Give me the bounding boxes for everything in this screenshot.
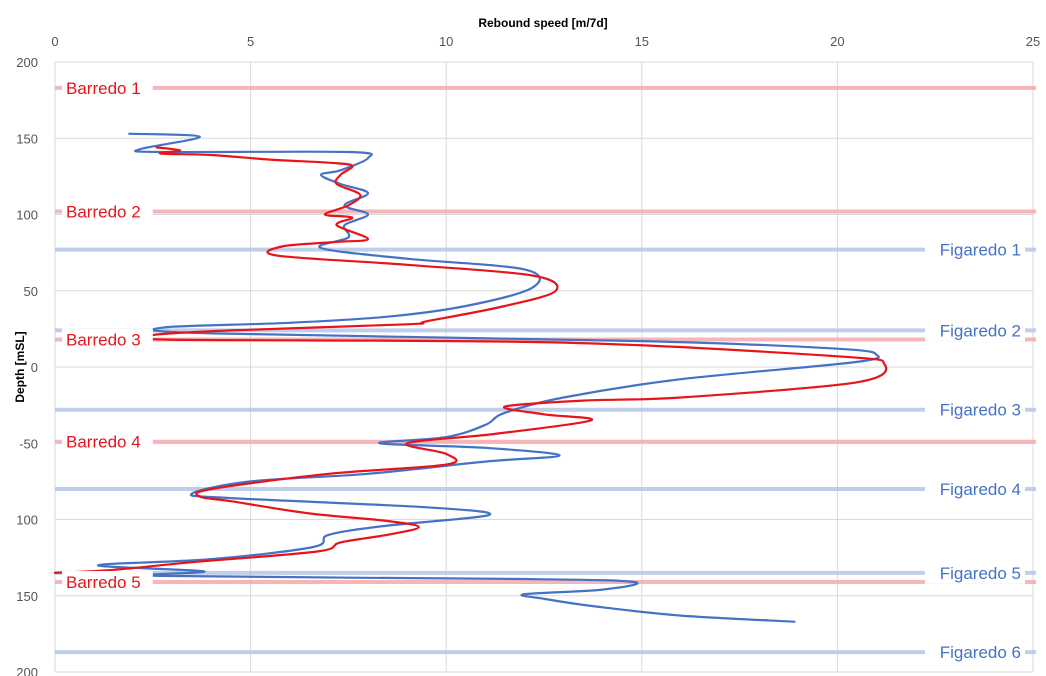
reference-level-bands — [55, 85, 1036, 655]
reference-level-label-bg — [925, 238, 1025, 261]
y-tick-label: 200 — [16, 665, 38, 676]
reference-level-label: Figaredo 1 — [940, 241, 1021, 260]
reference-level-label-bg — [925, 398, 1025, 421]
reference-level-label-bg — [925, 641, 1025, 664]
reference-level-label-bg — [925, 561, 1025, 584]
x-tick-label: 25 — [1026, 34, 1040, 49]
reference-level-label-bg — [62, 328, 153, 351]
reference-level-label: Barredo 4 — [66, 433, 141, 452]
reference-level-label: Barredo 3 — [66, 331, 141, 350]
x-tick-label: 15 — [635, 34, 649, 49]
y-tick-label: 100 — [16, 513, 38, 528]
y-tick-label: 100 — [16, 208, 38, 223]
y-tick-label: 0 — [31, 360, 38, 375]
y-tick-label: 50 — [24, 284, 38, 299]
reference-level-label: Barredo 5 — [66, 573, 141, 592]
y-tick-label: 150 — [16, 589, 38, 604]
reference-level-label: Figaredo 3 — [940, 401, 1021, 420]
reference-level-label-bg — [62, 430, 153, 453]
y-tick-label: -50 — [19, 436, 38, 451]
x-axis-title: Rebound speed [m/7d] — [478, 16, 607, 30]
y-axis-title: Depth [mSL] — [13, 331, 27, 402]
reference-level-label-bg — [62, 571, 153, 594]
reference-level-label: Barredo 1 — [66, 79, 141, 98]
y-axis-ticks: 200 150 100 50 0 -50 100 150 200 — [16, 55, 38, 676]
series-lines — [53, 132, 888, 623]
x-tick-label: 0 — [51, 34, 58, 49]
reference-level-label-bg — [62, 200, 153, 223]
reference-level-label-bg — [62, 76, 153, 99]
x-tick-label: 20 — [830, 34, 844, 49]
x-axis-ticks: 0 5 10 15 20 25 — [51, 34, 1040, 49]
reference-level-label: Figaredo 2 — [940, 321, 1021, 340]
reference-level-labels: Barredo 1 Barredo 2 Barredo 3 Barredo 4 Barr… — [62, 76, 1025, 664]
x-tick-label: 10 — [439, 34, 453, 49]
y-tick-label: 200 — [16, 55, 38, 70]
reference-level-label: Figaredo 5 — [940, 564, 1021, 583]
series-line-1 — [96, 132, 880, 623]
reference-level-label: Figaredo 4 — [940, 480, 1021, 499]
reference-level-label: Barredo 2 — [66, 202, 141, 221]
reference-level-label: Figaredo 6 — [940, 643, 1021, 662]
reference-level-label-bg — [925, 478, 1025, 500]
x-tick-label: 5 — [247, 34, 254, 49]
y-tick-label: 150 — [16, 131, 38, 146]
reference-level-label-bg — [925, 319, 1025, 342]
series-line-2 — [53, 146, 888, 574]
